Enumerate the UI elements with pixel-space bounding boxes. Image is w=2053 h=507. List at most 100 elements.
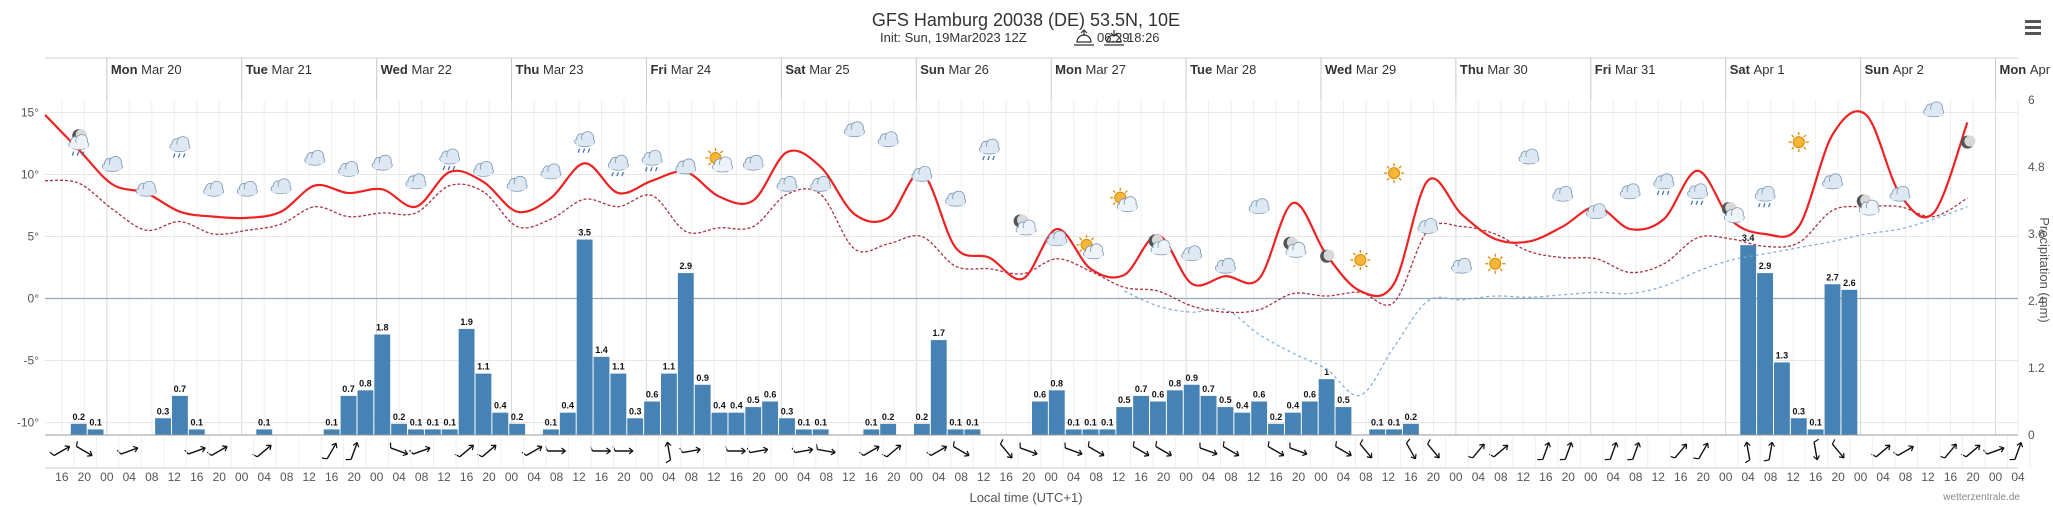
cloud-icon bbox=[203, 180, 225, 197]
wind-head bbox=[1233, 450, 1240, 457]
x-hour-tick-label: 00 bbox=[1044, 470, 1058, 484]
precip-value-label: 0.4 bbox=[1287, 401, 1300, 411]
x-hour-tick-label: 20 bbox=[1831, 470, 1845, 484]
cloud-shape bbox=[373, 163, 392, 170]
wind-shaft bbox=[1768, 442, 1773, 460]
wind-barb bbox=[1627, 442, 1641, 461]
wind-head bbox=[1908, 445, 1914, 452]
cloud-rain-icon bbox=[1687, 183, 1708, 205]
y-axis-right-title: Precipitation (mm) bbox=[2037, 217, 2052, 322]
wind-shaft bbox=[1222, 445, 1240, 457]
wind-head bbox=[132, 445, 139, 453]
x-hour-tick-label: 20 bbox=[1562, 470, 1576, 484]
precip-bar bbox=[1251, 401, 1268, 435]
cloud-icon bbox=[540, 163, 562, 180]
wind-feather bbox=[1627, 458, 1633, 461]
precip-value-label: 0.1 bbox=[1388, 417, 1401, 427]
x-hour-tick-label: 16 bbox=[1000, 470, 1014, 484]
cloud-shape bbox=[845, 129, 864, 136]
wind-feather bbox=[1155, 441, 1158, 447]
precip-value-label: 0.2 bbox=[393, 412, 406, 422]
wind-barb bbox=[746, 446, 769, 454]
precip-value-label: 0.2 bbox=[72, 412, 85, 422]
precip-bar bbox=[745, 407, 762, 435]
precip-value-label: 2.6 bbox=[1843, 278, 1856, 288]
wind-barb bbox=[1467, 443, 1485, 459]
wind-head bbox=[1768, 441, 1776, 447]
day-label: Sun Mar 26 bbox=[920, 62, 989, 77]
precip-value-label: 0.1 bbox=[427, 417, 440, 427]
x-hour-tick-label: 04 bbox=[258, 470, 272, 484]
x-hour-tick-label: 04 bbox=[1607, 470, 1621, 484]
credit-label: wetterzentrale.de bbox=[1942, 492, 2020, 503]
wind-shaft bbox=[1064, 447, 1083, 455]
precip-bar bbox=[795, 429, 812, 435]
cloud-shape bbox=[1688, 191, 1707, 198]
cloud-icon bbox=[1451, 257, 1472, 274]
cloud-shape bbox=[1017, 228, 1036, 234]
cloud-icon bbox=[102, 156, 123, 172]
wind-head bbox=[695, 446, 701, 454]
x-hour-tick-label: 16 bbox=[325, 470, 339, 484]
wind-barb bbox=[815, 444, 836, 456]
x-hour-tick-label: 04 bbox=[527, 470, 541, 484]
precip-value-label: 0.2 bbox=[511, 412, 524, 422]
sun-ray bbox=[707, 150, 712, 154]
sun-ray bbox=[1803, 146, 1807, 150]
precip-bar bbox=[1032, 401, 1048, 435]
sun-cloud-icon bbox=[1110, 187, 1138, 213]
wind-shaft bbox=[1897, 445, 1914, 457]
wind-shaft bbox=[76, 445, 93, 457]
wind-shaft bbox=[1493, 444, 1509, 458]
sun-cloud-icon bbox=[705, 147, 733, 173]
wind-shaft bbox=[1813, 442, 1818, 460]
upper-air-temperature-line bbox=[1124, 206, 1968, 397]
day-label: Sun Apr 2 bbox=[1865, 62, 1924, 77]
day-label: Sat Apr 1 bbox=[1730, 62, 1785, 77]
wind-feather bbox=[206, 451, 212, 456]
sun-ray bbox=[1352, 264, 1356, 268]
cloud-shape bbox=[474, 169, 493, 176]
cloud-shape bbox=[811, 184, 830, 191]
cloud-icon bbox=[844, 121, 865, 138]
wind-head bbox=[1346, 450, 1352, 457]
precip-bar bbox=[762, 401, 779, 435]
precip-value-label: 0.1 bbox=[1101, 417, 1114, 427]
wind-feather bbox=[1019, 442, 1021, 448]
precip-bar bbox=[256, 429, 273, 435]
precip-value-label: 1.1 bbox=[477, 362, 490, 372]
cloud-shape bbox=[1553, 194, 1572, 201]
cloud-icon bbox=[338, 161, 359, 177]
wind-head bbox=[1951, 443, 1957, 450]
precip-value-label: 1.8 bbox=[376, 323, 389, 333]
wind-head bbox=[1278, 450, 1285, 457]
precip-bar bbox=[661, 373, 677, 435]
x-hour-tick-label: 20 bbox=[347, 470, 361, 484]
wind-barb bbox=[791, 446, 814, 454]
sun-icon bbox=[1788, 132, 1809, 153]
precip-bar bbox=[1740, 245, 1757, 435]
wind-barb bbox=[1132, 441, 1150, 457]
hamburger-menu-icon[interactable] bbox=[2022, 16, 2044, 38]
day-label: Fri Mar 24 bbox=[650, 62, 711, 77]
precip-bar bbox=[812, 429, 829, 435]
cloud-shape bbox=[1725, 215, 1744, 222]
wind-shaft bbox=[350, 442, 358, 460]
wind-head bbox=[64, 445, 71, 452]
wind-barb bbox=[1743, 441, 1751, 464]
x-hour-tick-label: 04 bbox=[1067, 470, 1081, 484]
x-hour-tick-label: 16 bbox=[55, 470, 69, 484]
wind-feather bbox=[389, 442, 392, 448]
precip-bar bbox=[1284, 412, 1301, 435]
wind-shaft bbox=[1632, 442, 1640, 460]
precip-value-label: 0.1 bbox=[949, 417, 962, 427]
precip-bar bbox=[323, 429, 340, 435]
cloud-icon bbox=[810, 175, 832, 192]
precip-bar bbox=[70, 423, 87, 435]
rain-drop bbox=[982, 155, 985, 161]
rain-drop bbox=[81, 151, 85, 156]
x-hour-tick-label: 00 bbox=[1584, 470, 1598, 484]
precip-value-label: 0.6 bbox=[764, 390, 777, 400]
cloud-icon bbox=[877, 131, 899, 148]
